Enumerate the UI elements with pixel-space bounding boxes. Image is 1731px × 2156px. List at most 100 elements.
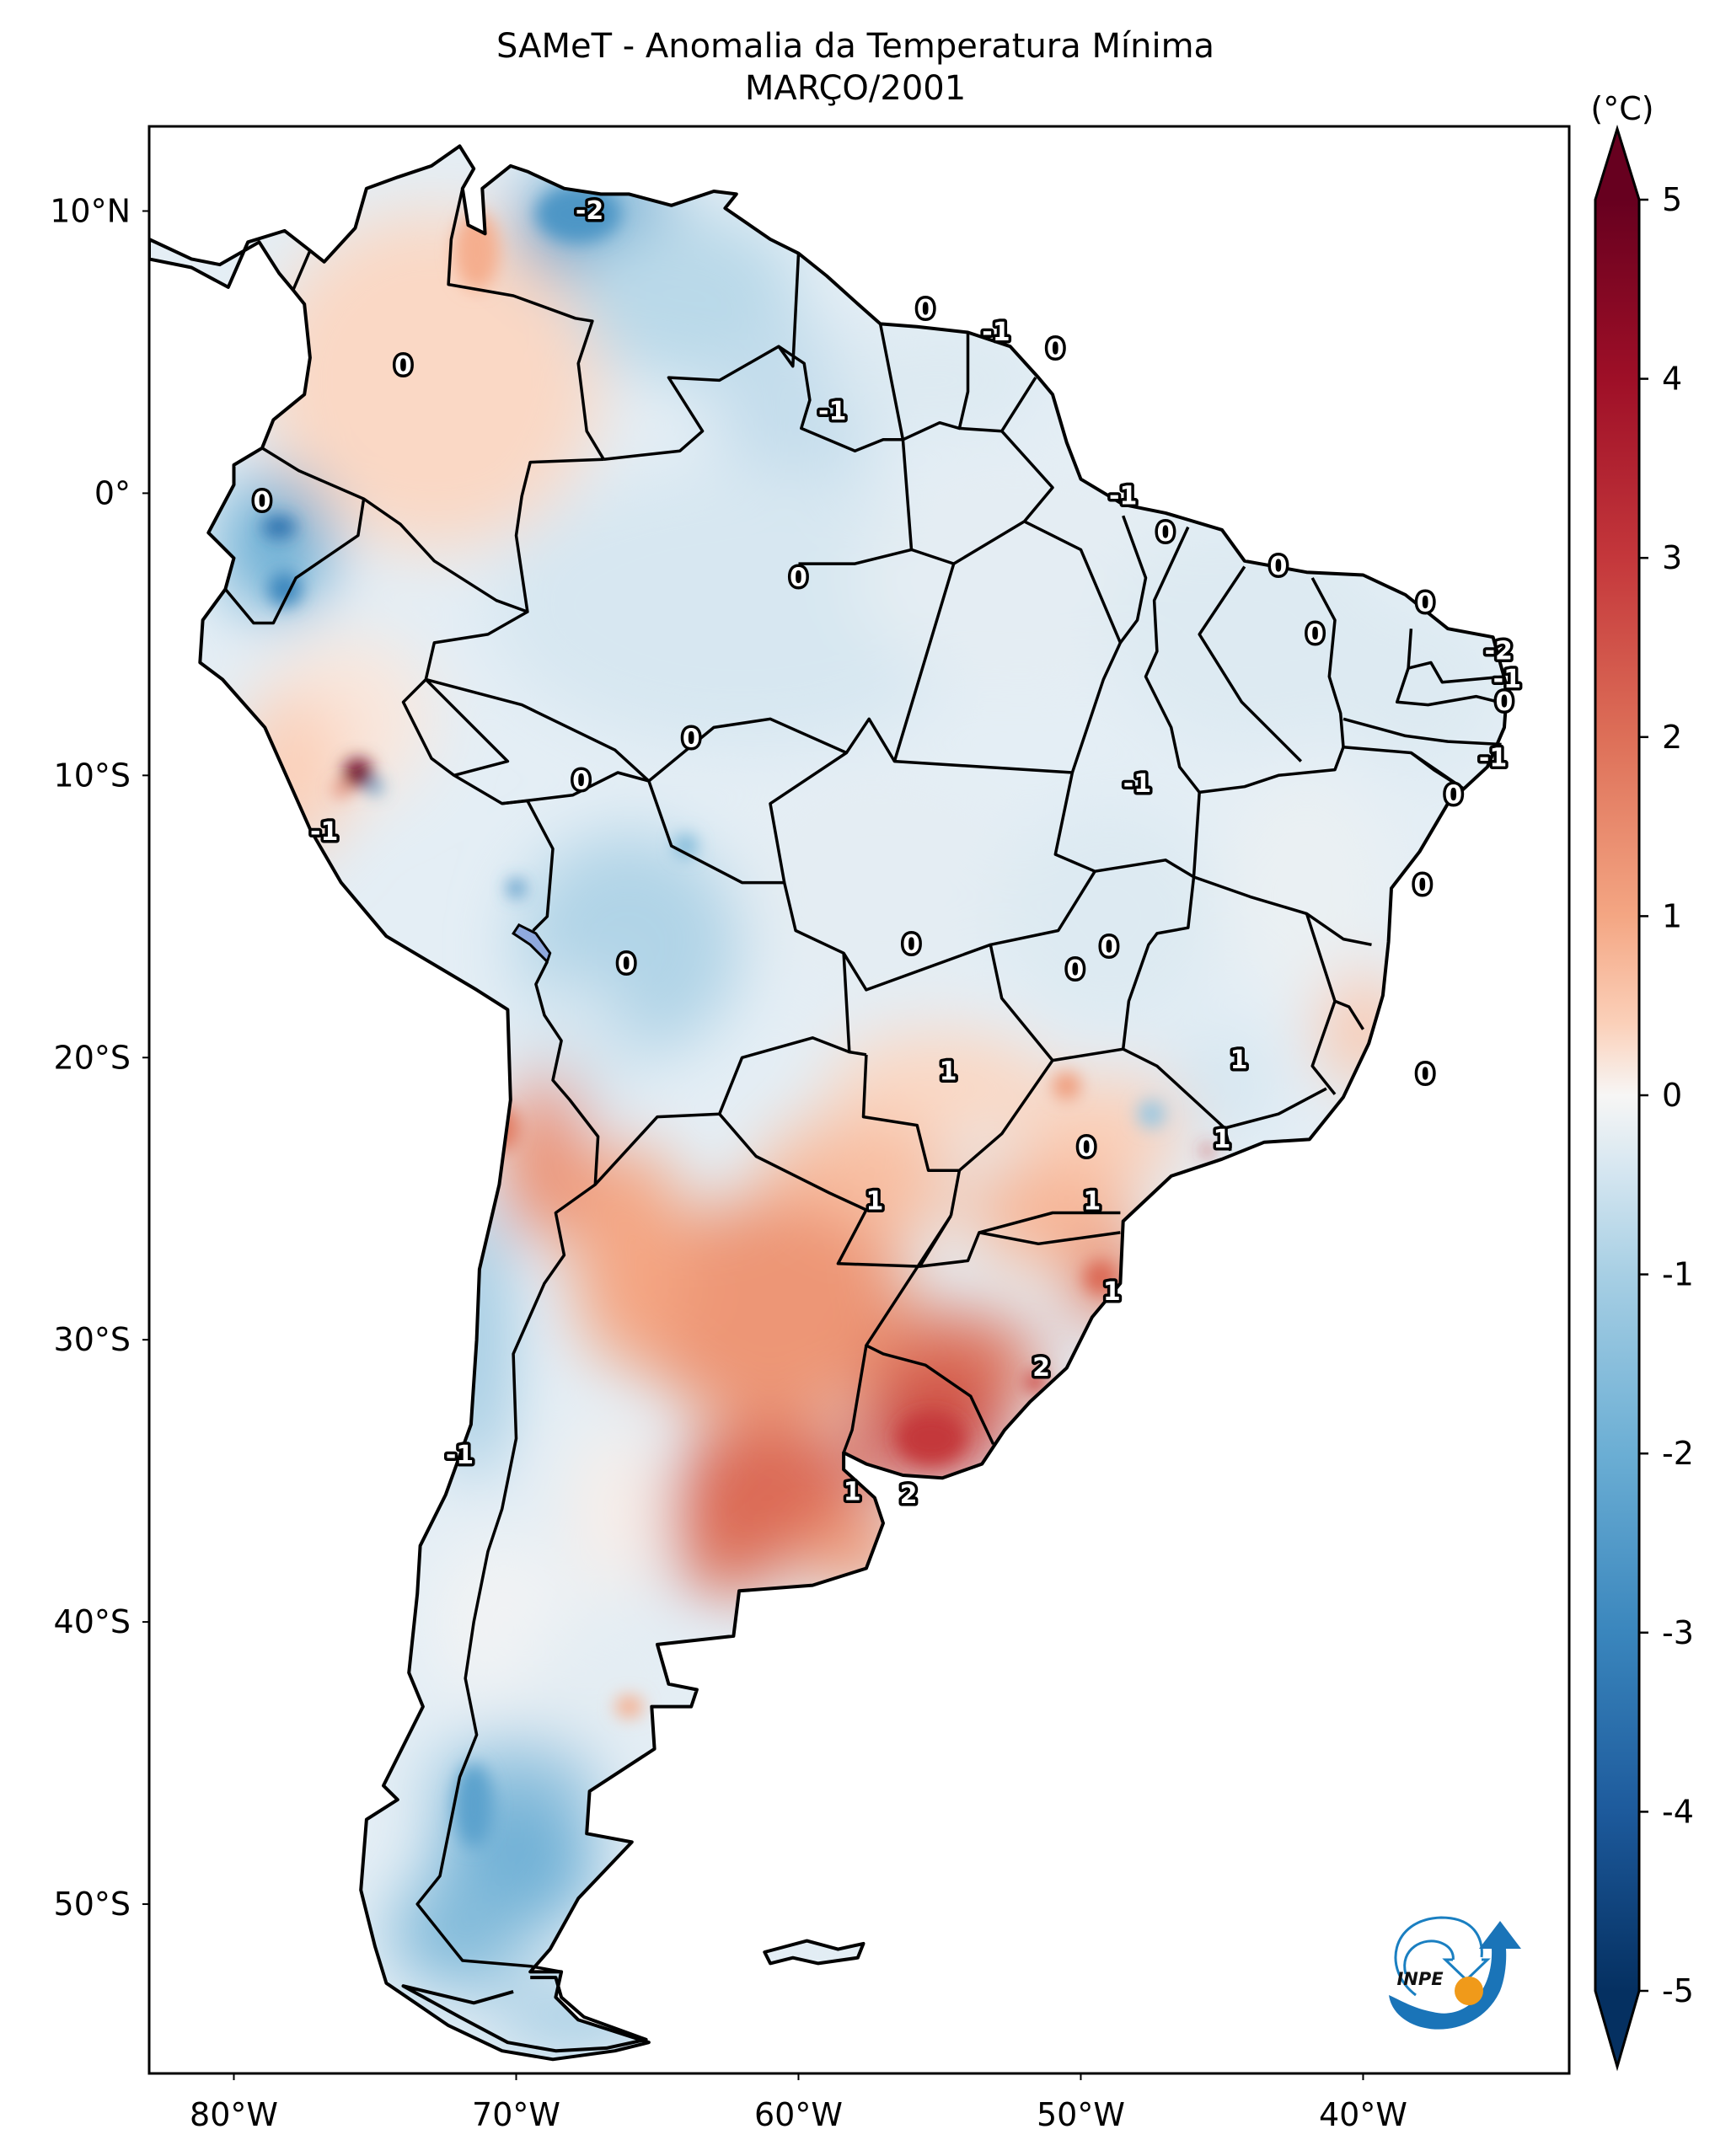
border-line [594, 1036, 850, 1186]
anomaly-spot [344, 758, 372, 787]
anomaly-blob [1165, 1029, 1278, 1142]
border-line [415, 960, 600, 1974]
anomaly-spot [1083, 1260, 1118, 1295]
contour-label: -1 [1109, 481, 1137, 511]
colorbar: (°C) 5 4 3 2 1 0 -1 -2 -3 -4 -5 [1590, 90, 1694, 2072]
anomaly-blob [826, 1029, 1053, 1142]
contour-label: 0 [572, 767, 590, 796]
x-tick-label: 40°W [1319, 2096, 1407, 2133]
y-tick-label: 10°S [54, 757, 131, 794]
x-tick-label: 70°W [472, 2096, 560, 2133]
y-axis-ticks: 10°N 0° 10°S 20°S 30°S 40°S 50°S [50, 192, 149, 1923]
inpe-logo: INPE [1389, 1916, 1521, 2030]
contour-label: 0 [1157, 518, 1175, 548]
anomaly-spot [261, 516, 297, 538]
colorbar-units-label: (°C) [1590, 90, 1653, 127]
map-subtitle: MARÇO/2001 [745, 69, 966, 108]
colorbar-tick-label: 2 [1662, 719, 1682, 756]
border-line [447, 188, 605, 461]
border-line [647, 717, 848, 783]
country-borders [224, 188, 1511, 1974]
colorbar-tick-label: -5 [1662, 1972, 1694, 2009]
border-line [1395, 667, 1511, 707]
contour-label: 1 [1103, 1277, 1121, 1307]
anomaly-blob [572, 1142, 686, 1368]
anomaly-blob [572, 211, 799, 381]
contour-label: 0 [1078, 1133, 1096, 1163]
x-tick-label: 80°W [190, 2096, 278, 2133]
y-tick-label: 0° [94, 474, 131, 511]
contour-label: 2 [900, 1480, 918, 1510]
border-line [1342, 717, 1502, 746]
contour-label: -1 [1479, 744, 1507, 773]
contour-label: 0 [917, 295, 935, 324]
anomaly-spot [614, 1695, 644, 1718]
border-line [978, 1211, 1121, 1234]
anomaly-spot [453, 1763, 494, 1848]
contour-label: -1 [310, 817, 338, 847]
colorbar-gradient [1595, 200, 1639, 1991]
coastlines [149, 144, 1509, 2062]
anomaly-blob [389, 1875, 531, 1989]
anomaly-blob [501, 1071, 587, 1241]
contour-label: -1 [982, 318, 1010, 347]
y-tick-label: 40°S [54, 1603, 131, 1640]
anomaly-spot [334, 782, 349, 797]
contour-label: 1 [1230, 1046, 1248, 1075]
y-tick-label: 50°S [54, 1886, 131, 1923]
anomaly-blob [1221, 775, 1391, 1002]
colorbar-extend-min [1595, 1991, 1639, 2067]
contour-label: -1 [818, 397, 846, 426]
logo-text: INPE [1396, 1969, 1444, 1989]
anomaly-blob [1334, 606, 1504, 776]
anomaly-blob [742, 775, 1025, 1002]
colorbar-tick-label: 0 [1662, 1077, 1682, 1114]
contour-label: 0 [394, 351, 412, 381]
logo-orbit-outer [1394, 1916, 1483, 1997]
x-axis-ticks: 80°W 70°W 60°W 50°W 40°W [190, 2073, 1407, 2133]
contour-label: 0 [903, 930, 920, 960]
anomaly-blob [516, 1622, 686, 1736]
border-line [989, 859, 1196, 1062]
x-tick-label: 60°W [754, 2096, 843, 2133]
contour-label: 1 [1083, 1187, 1101, 1217]
border-line [1144, 526, 1201, 878]
contour-label: 0 [618, 950, 635, 979]
anomaly-spot [1137, 1099, 1166, 1128]
contour-label: 0 [254, 487, 271, 516]
colorbar-tick-label: 3 [1662, 539, 1682, 576]
contour-label: -2 [576, 196, 603, 226]
border-line [1119, 515, 1148, 644]
contour-label: 0 [1270, 552, 1288, 581]
contour-label: 1 [1214, 1125, 1231, 1154]
contour-label: 0 [1496, 687, 1514, 717]
border-line [865, 1214, 995, 1445]
border-line [952, 430, 1054, 565]
contour-label: -2 [1485, 636, 1513, 666]
contour-label: 0 [1066, 955, 1084, 985]
field-detail-layer [261, 185, 1214, 1848]
anomaly-blob [572, 1424, 657, 1594]
border-line [1224, 1087, 1327, 1130]
colorbar-tick-label: -3 [1662, 1614, 1694, 1651]
border-line [1198, 565, 1303, 762]
colorbar-tick-label: -2 [1662, 1435, 1694, 1472]
contour-label: 1 [940, 1057, 957, 1087]
contour-label: 0 [790, 563, 807, 592]
coastline-tierra-del-fuego [401, 1976, 648, 2053]
contour-label: 2 [1032, 1353, 1050, 1383]
logo-orbit-inner [1403, 1939, 1455, 1975]
colorbar-tick-label: -4 [1662, 1793, 1694, 1830]
border-line [603, 253, 801, 461]
border-line [842, 1345, 868, 1453]
border-line [425, 678, 510, 777]
anomaly-spot [535, 185, 621, 243]
border-line [261, 447, 604, 613]
border-line [292, 249, 312, 291]
anomaly-blob [1108, 521, 1391, 747]
colorbar-ticks: 5 4 3 2 1 0 -1 -2 -3 -4 -5 [1639, 181, 1694, 2009]
contour-label: -1 [446, 1441, 474, 1470]
